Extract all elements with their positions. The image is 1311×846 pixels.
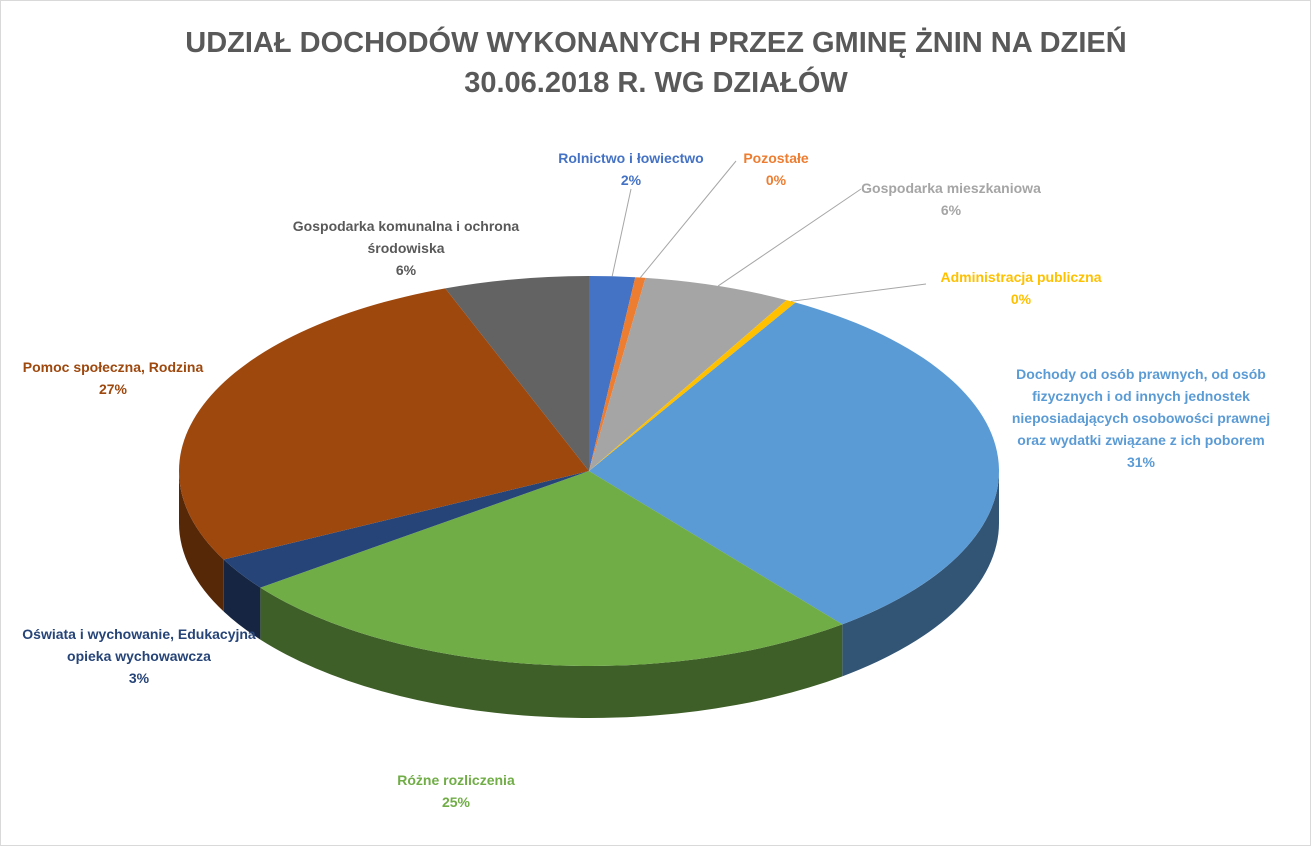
data-label: Pomoc społeczna, Rodzina 27% <box>1 356 233 400</box>
data-label: Pozostałe 0% <box>701 147 851 191</box>
leader-line <box>717 188 862 287</box>
data-label: Dochody od osób prawnych, od osób fizycz… <box>1011 363 1271 473</box>
slice <box>179 288 589 560</box>
leader-line <box>790 283 927 302</box>
category-label: Oświata i wychowanie, Edukacyjna opieka … <box>22 626 256 664</box>
slice <box>589 277 646 471</box>
leader-line <box>611 188 632 277</box>
category-label: Dochody od osób prawnych, od osób fizycz… <box>1011 366 1271 448</box>
chart-title: UDZIAŁ DOCHODÓW WYKONANYCH PRZEZ GMINĘ Ż… <box>185 27 1127 99</box>
value-label: 6% <box>395 262 417 278</box>
slice <box>223 471 590 588</box>
category-label: Różne rozliczenia <box>397 772 515 788</box>
slice <box>260 471 843 666</box>
category-label: Administracja publiczna <box>940 269 1102 285</box>
category-label: Gospodarka mieszkaniowa <box>861 180 1041 196</box>
slice-side <box>842 471 999 677</box>
value-label: 6% <box>940 202 962 218</box>
slice <box>589 302 1000 625</box>
slice-side <box>223 559 261 640</box>
category-label: Pomoc społeczna, Rodzina <box>22 359 204 375</box>
data-label: Rolnictwo i łowiectwo 2% <box>531 147 731 191</box>
category-label: Gospodarka komunalna i ochrona środowisk… <box>292 218 520 256</box>
value-label: 2% <box>620 172 642 188</box>
data-label: Gospodarka komunalna i ochrona środowisk… <box>256 215 556 281</box>
leader-line <box>640 160 737 278</box>
category-label: Pozostałe <box>743 150 809 166</box>
value-label: 31% <box>1126 454 1156 470</box>
value-label: 27% <box>98 381 128 397</box>
data-label: Gospodarka mieszkaniowa 6% <box>831 177 1071 221</box>
value-label: 0% <box>765 172 787 188</box>
slice-side <box>260 587 843 718</box>
slice <box>445 276 589 471</box>
data-label: Różne rozliczenia 25% <box>356 769 556 813</box>
slice <box>589 300 796 471</box>
slice <box>589 277 787 471</box>
value-label: 3% <box>128 670 150 686</box>
value-label: 0% <box>1010 291 1032 307</box>
slice <box>589 276 636 471</box>
category-label: Rolnictwo i łowiectwo <box>558 150 704 166</box>
value-label: 25% <box>441 794 471 810</box>
data-label: Oświata i wychowanie, Edukacyjna opieka … <box>1 623 279 689</box>
slice-side <box>179 471 224 612</box>
data-label: Administracja publiczna 0% <box>901 266 1141 310</box>
